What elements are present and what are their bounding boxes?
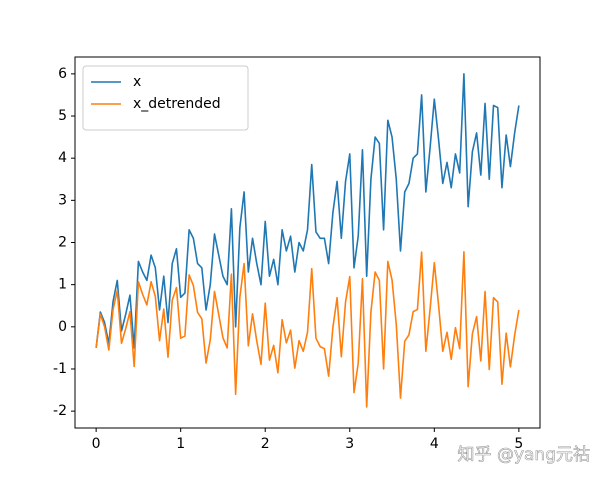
legend-box [82, 65, 249, 131]
y-tick-label: 5 [58, 108, 67, 124]
legend-label: x [133, 74, 141, 90]
y-tick-label: 1 [58, 277, 67, 293]
x-tick-label: 0 [92, 436, 101, 452]
x-tick-label: 2 [261, 436, 270, 452]
y-tick-label: 6 [58, 66, 67, 82]
axes-frame [74, 56, 541, 429]
x-tick-label: 1 [176, 436, 185, 452]
y-tick-label: -2 [53, 403, 67, 419]
y-tick-label: 4 [58, 150, 67, 166]
y-tick-label: 3 [58, 192, 67, 208]
y-tick-label: -1 [53, 361, 67, 377]
legend-label: x_detrended [133, 96, 221, 112]
y-tick-label: 2 [58, 235, 67, 251]
series-line [95, 250, 520, 408]
x-tick-label: 5 [514, 436, 523, 452]
x-tick-label: 3 [345, 436, 354, 452]
watermark: 知乎 @yang元祜 [458, 445, 590, 465]
y-tick-label: 0 [58, 319, 67, 335]
series-line [95, 73, 520, 349]
x-tick-label: 4 [430, 436, 439, 452]
